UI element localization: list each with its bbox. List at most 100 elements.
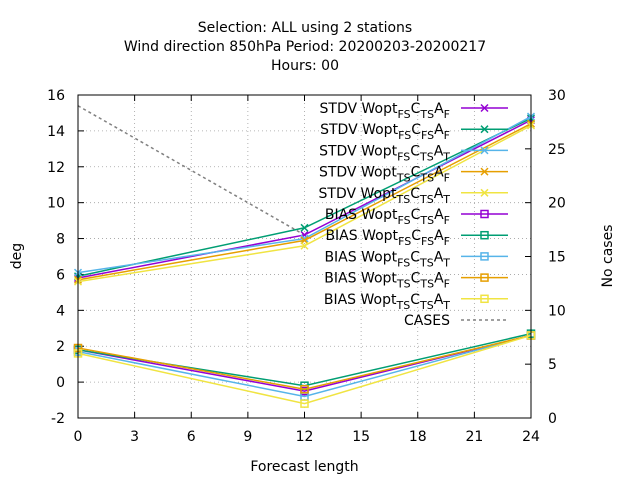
legend-marker [480, 209, 489, 219]
legend-label-subscript: TS [419, 214, 434, 227]
legend-marker [480, 294, 489, 304]
legend-label-prefix: STDV Wopt [319, 143, 397, 159]
x-axis-ticks: 0 3 6 9 12 15 18 21 24 [74, 95, 540, 445]
legend-entry: BIAS WoptTSCTSAT [324, 292, 508, 312]
legend-label: CASES [404, 313, 450, 329]
legend-label-letter: C [410, 186, 420, 202]
chart-title: Selection: ALL using 2 stations Wind dire… [124, 20, 486, 74]
legend-label-subscript: FS [421, 129, 434, 142]
data-point [300, 223, 309, 232]
legend-label: BIAS WoptTSCTSAF [324, 271, 450, 291]
y-axis-label: deg [9, 243, 25, 269]
x-tick-label: 3 [130, 429, 139, 445]
y2-tick-label: 0 [548, 411, 557, 427]
y-axis-ticks: -2 0 2 4 6 8 10 12 14 16 [47, 88, 84, 427]
legend-label-subscript: F [444, 214, 450, 227]
legend-label: STDV WoptFSCFSAF [320, 122, 450, 142]
legend-label-subscript: F [444, 278, 450, 291]
legend-entry: STDV WoptTSCTSAF [319, 165, 508, 185]
legend-marker [480, 103, 489, 113]
data-point [300, 241, 309, 250]
legend-entry: CASES [404, 313, 508, 329]
legend-label-prefix: BIAS Wopt [324, 249, 397, 265]
y2-tick-label: 15 [548, 250, 566, 266]
legend-marker [480, 188, 489, 197]
legend-marker [480, 167, 489, 176]
legend-label-letter: C [410, 292, 420, 308]
y2-tick-label: 5 [548, 357, 557, 373]
legend-label-subscript: FS [421, 235, 434, 248]
legend-entry: STDV WoptFSCTSAT [319, 143, 508, 163]
legend-label-subscript: F [444, 235, 450, 248]
legend-label-subscript: FS [398, 129, 411, 142]
y-tick-label: 6 [56, 267, 65, 283]
legend-label-subscript: TS [419, 299, 434, 312]
legend-label-letter: A [434, 271, 444, 287]
legend-label-subscript: F [444, 129, 450, 142]
legend-entry: BIAS WoptTSCTSAF [324, 271, 508, 291]
x-tick-label: 21 [465, 429, 483, 445]
legend-label-letter: C [411, 101, 421, 117]
y-tick-label: -2 [51, 411, 65, 427]
series-line [77, 117, 532, 277]
legend-label-subscript: TS [396, 193, 411, 206]
legend-entry: BIAS WoptFSCTSAF [325, 207, 508, 227]
legend-label-letter: C [411, 165, 421, 181]
series-line [77, 334, 532, 398]
legend-label-subscript: T [442, 193, 450, 206]
x-tick-label: 18 [409, 429, 427, 445]
y-tick-label: 2 [56, 339, 65, 355]
title-line: Wind direction 850hPa Period: 20200203-2… [124, 39, 486, 55]
y2-tick-label: 20 [548, 196, 566, 212]
y-tick-label: 16 [47, 88, 65, 104]
legend-label-subscript: TS [419, 108, 434, 121]
legend-entry: BIAS WoptFSCTSAT [324, 249, 508, 269]
y-tick-label: 14 [47, 124, 65, 140]
legend-label-letter: A [434, 143, 444, 159]
x-tick-label: 0 [74, 429, 83, 445]
legend-label-subscript: TS [419, 150, 434, 163]
legend-label: BIAS WoptFSCFSAF [325, 228, 450, 248]
legend-label-subscript: TS [419, 193, 434, 206]
legend-label-letter: A [434, 207, 444, 223]
legend-label-prefix: BIAS Wopt [325, 228, 398, 244]
legend-label-subscript: FS [397, 214, 410, 227]
legend-label-letter: C [411, 207, 421, 223]
x-tick-label: 6 [187, 429, 196, 445]
legend-label-subscript: FS [397, 150, 410, 163]
legend-label-prefix: BIAS Wopt [324, 292, 397, 308]
series-line [77, 105, 305, 236]
legend-label-subscript: T [442, 299, 450, 312]
legend-label-subscript: FS [397, 256, 410, 269]
legend-label-subscript: TS [419, 256, 434, 269]
y-tick-label: 10 [47, 196, 65, 212]
legend-marker [480, 273, 489, 282]
legend-marker [480, 146, 489, 155]
x-tick-label: 15 [352, 429, 370, 445]
y2-axis-label: No cases [600, 225, 616, 288]
legend-label-letter: A [434, 228, 444, 244]
legend-label-subscript: F [444, 172, 450, 185]
legend-label: BIAS WoptTSCTSAT [324, 292, 450, 312]
legend-label-subscript: TS [396, 299, 411, 312]
legend-label-letter: A [434, 186, 444, 202]
y2-tick-label: 25 [548, 142, 566, 158]
legend-label: STDV WoptTSCTSAT [319, 186, 451, 206]
y-tick-label: 12 [47, 160, 65, 176]
legend-label-prefix: STDV Wopt [320, 122, 398, 138]
legend-label-letter: A [434, 292, 444, 308]
x-tick-label: 9 [243, 429, 252, 445]
legend-label-subscript: FS [397, 108, 410, 121]
legend-label-prefix: STDV Wopt [320, 101, 398, 117]
legend-marker [480, 125, 489, 134]
legend-entry: BIAS WoptFSCFSAF [325, 228, 508, 248]
y2-tick-label: 10 [548, 303, 566, 319]
legend-label-prefix: STDV Wopt [319, 165, 397, 181]
x-axis-label: Forecast length [250, 459, 358, 475]
legend-label-letter: C [411, 122, 421, 138]
legend-label: STDV WoptFSCTSAF [320, 101, 450, 121]
series-10 [77, 105, 305, 236]
legend-label-subscript: TS [396, 278, 411, 291]
